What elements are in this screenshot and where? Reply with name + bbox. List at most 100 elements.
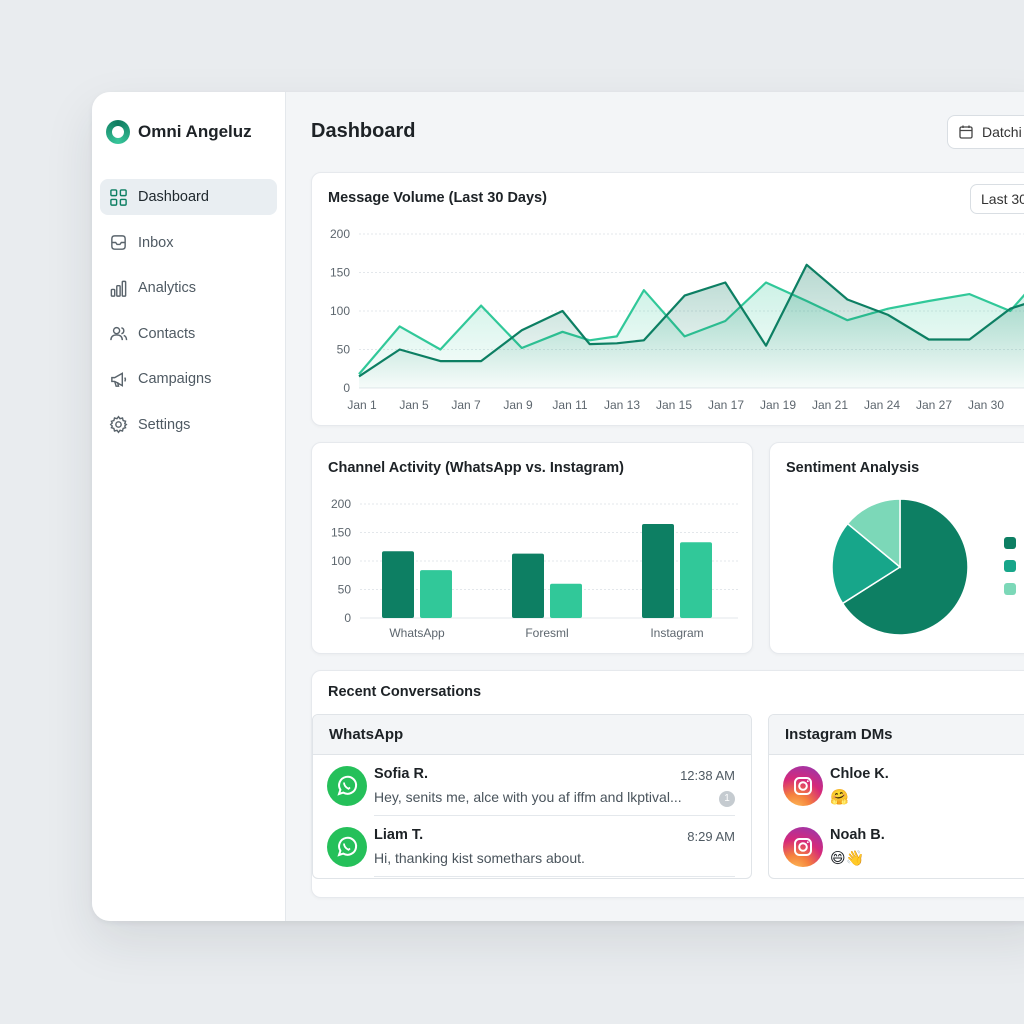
instagram-icon xyxy=(783,766,823,806)
series-area-1 xyxy=(359,264,1024,388)
brand-name: Omni Angeluz xyxy=(138,122,252,141)
bar-whatsapp-2 xyxy=(420,570,452,618)
calendar-icon xyxy=(959,125,973,139)
message-preview: Hi, thanking kist somethars about. xyxy=(374,850,585,866)
sidebar-item-settings[interactable]: Settings xyxy=(100,407,277,443)
message-volume-chart: 0 50 100 150 200 Jan 1 Jan 5 Jan 7 Jan 9 Jan 11 Ja… xyxy=(330,227,1024,412)
channel-activity-card: Channel Activity (WhatsApp vs. Instagram… xyxy=(311,442,753,654)
sidebar-item-analytics[interactable]: Analytics xyxy=(100,270,277,306)
message-volume-title: Message Volume (Last 30 Days) xyxy=(328,190,547,206)
conversation-row[interactable]: Sofia R. 12:38 AM Hey, senits me, alce w… xyxy=(313,755,751,816)
x-tick-label: Jan 7 xyxy=(451,398,481,412)
sidebar-item-label: Campaigns xyxy=(138,371,212,387)
message-preview: Hey, senits me, alce with you af iffm an… xyxy=(374,789,682,805)
y-tick-label: 100 xyxy=(330,304,350,318)
conversation-row[interactable]: Noah B. 😄👋 xyxy=(769,816,1024,877)
y-tick-label: 150 xyxy=(331,526,351,540)
conversation-row[interactable]: Liam T. 8:29 AM Hi, thanking kist someth… xyxy=(313,816,751,877)
app-window: Omni Angeluz Dashboard Inbox Analytics C… xyxy=(92,92,1024,921)
pie-slice-2 xyxy=(831,522,902,605)
sidebar-item-label: Analytics xyxy=(138,280,197,296)
date-picker-label: Datchi xyxy=(982,124,1022,140)
bar-whatsapp-1 xyxy=(382,551,414,618)
x-tick-label: Jan 13 xyxy=(604,398,640,412)
y-tick-label: 150 xyxy=(330,266,350,280)
x-tick-label: WhatsApp xyxy=(389,626,445,640)
conversation-row[interactable]: Chloe K. 🤗 xyxy=(769,755,1024,816)
whatsapp-panel-title: WhatsApp xyxy=(313,715,751,755)
sidebar-item-campaigns[interactable]: Campaigns xyxy=(100,361,277,397)
x-tick-label: Instagram xyxy=(650,626,703,640)
sidebar: Omni Angeluz Dashboard Inbox Analytics C… xyxy=(92,92,286,921)
message-volume-card: Message Volume (Last 30 Days) Last 30 0 5… xyxy=(311,172,1024,426)
whatsapp-icon xyxy=(327,766,367,806)
message-time: 8:29 AM xyxy=(687,829,735,844)
message-time: 12:38 AM xyxy=(680,768,735,783)
sidebar-item-label: Inbox xyxy=(138,234,174,251)
sidebar-item-label: Dashboard xyxy=(138,189,209,205)
sidebar-item-dashboard[interactable]: Dashboard xyxy=(100,179,277,215)
range-select[interactable]: Last 30 xyxy=(970,184,1024,214)
x-tick-label: Jan 21 xyxy=(812,398,848,412)
x-tick-label: Jan 1 xyxy=(347,398,377,412)
users-icon xyxy=(110,326,128,341)
sidebar-item-label: Settings xyxy=(138,416,191,433)
x-tick-label: Jan 11 xyxy=(552,398,587,412)
sidebar-item-label: Contacts xyxy=(138,325,196,342)
sidebar-nav: Dashboard Inbox Analytics Contacts Campa… xyxy=(100,179,277,452)
x-tick-label: Jan 27 xyxy=(916,398,952,412)
x-tick-label: Foresml xyxy=(525,626,568,640)
bar-instagram-2 xyxy=(680,542,712,618)
y-tick-label: 200 xyxy=(331,497,351,511)
date-picker-button[interactable]: Datchi xyxy=(947,115,1024,149)
x-tick-label: Jan 15 xyxy=(656,398,692,412)
x-tick-label: Jan 24 xyxy=(864,398,900,412)
main-content: Dashboard Datchi Message Volume (Last 30… xyxy=(287,92,1024,921)
recent-conversations-card: Recent Conversations WhatsApp Sofia R. 1… xyxy=(311,670,1024,898)
legend-swatch-1 xyxy=(1004,537,1016,549)
channel-activity-chart: 0 50 100 150 200 WhatsApp Foresml Instagram xyxy=(331,497,738,640)
whatsapp-panel: WhatsApp Sofia R. 12:38 AM Hey, senits m… xyxy=(312,714,752,879)
x-tick-label: Jan 17 xyxy=(708,398,744,412)
bar-instagram-1 xyxy=(642,523,674,618)
sidebar-item-contacts[interactable]: Contacts xyxy=(100,316,277,352)
message-emoji: 🤗 xyxy=(830,789,849,806)
row-divider xyxy=(374,876,735,877)
instagram-panel-title: Instagram DMs xyxy=(769,715,1024,755)
page-title: Dashboard xyxy=(311,120,416,142)
grid-icon xyxy=(110,188,127,206)
contact-name: Noah B. xyxy=(830,827,885,843)
sentiment-card: Sentiment Analysis xyxy=(769,442,1024,654)
sentiment-title: Sentiment Analysis xyxy=(786,460,920,476)
brand[interactable]: Omni Angeluz xyxy=(106,120,252,144)
recent-conversations-title: Recent Conversations xyxy=(328,684,482,700)
sentiment-pie-chart xyxy=(831,498,969,636)
contact-name: Chloe K. xyxy=(830,766,889,782)
megaphone-icon xyxy=(111,371,127,387)
x-tick-label: Jan 5 xyxy=(399,398,429,412)
bar-chart-icon xyxy=(110,280,127,297)
x-tick-label: Jan 9 xyxy=(503,398,533,412)
inbox-icon xyxy=(111,235,126,250)
y-tick-label: 200 xyxy=(330,227,350,241)
y-tick-label: 100 xyxy=(331,554,351,568)
instagram-icon xyxy=(783,827,823,867)
series-line-1 xyxy=(358,263,1024,378)
sidebar-item-inbox[interactable]: Inbox xyxy=(100,225,277,261)
gear-icon xyxy=(109,415,128,434)
x-tick-label: Jan 19 xyxy=(760,398,796,412)
bar-foresml-2 xyxy=(550,583,582,618)
pie-slice-3 xyxy=(846,498,901,569)
bar-foresml-1 xyxy=(512,553,544,618)
pie-slice-1 xyxy=(841,498,969,636)
whatsapp-icon xyxy=(327,827,367,867)
contact-name: Sofia R. xyxy=(374,766,428,782)
brand-logo-icon xyxy=(106,120,130,144)
x-tick-label: Jan 30 xyxy=(968,398,1004,412)
instagram-panel: Instagram DMs Chloe K. 🤗 Noah B. 😄👋 xyxy=(768,714,1024,879)
row-divider xyxy=(374,815,735,816)
unread-badge: 1 xyxy=(719,791,735,807)
contact-name: Liam T. xyxy=(374,827,424,843)
y-tick-label: 0 xyxy=(343,381,350,395)
legend-swatch-2 xyxy=(1004,560,1016,572)
